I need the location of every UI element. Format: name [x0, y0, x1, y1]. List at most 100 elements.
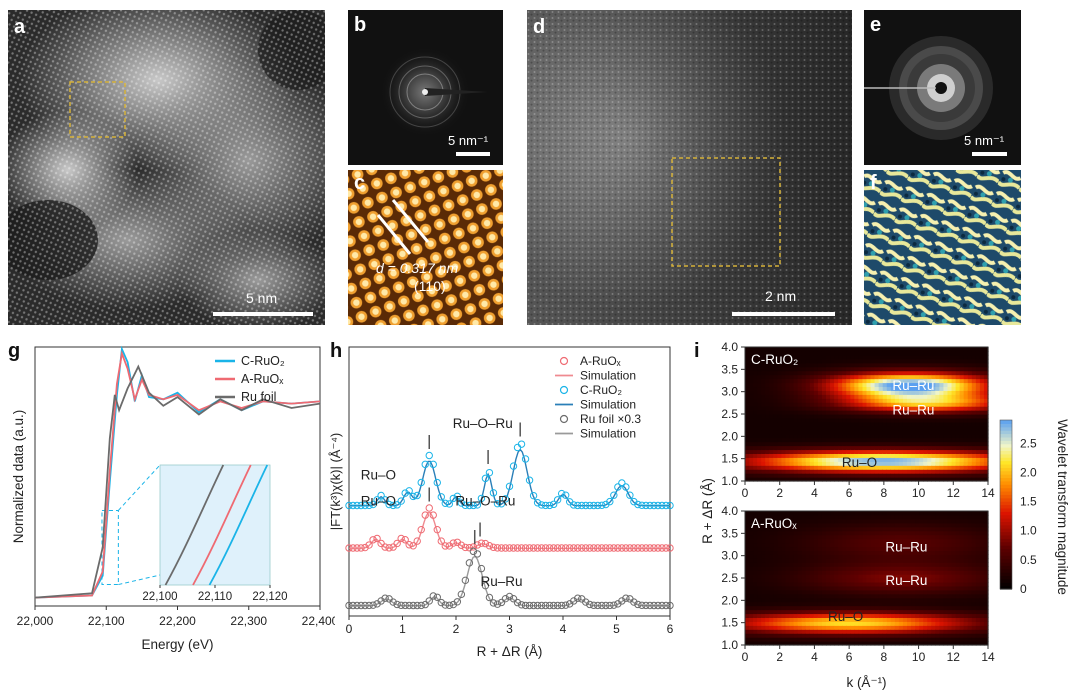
heatmap-cell-i — [749, 522, 754, 528]
x-tick-label-i: 12 — [947, 650, 961, 664]
colorbar-tick-label-i: 2.0 — [1020, 465, 1037, 479]
heatmap-cell-i — [777, 362, 783, 368]
heatmap-cell-i — [809, 637, 815, 642]
heatmap-cell-i — [858, 609, 864, 615]
heatmap-cell-i — [781, 477, 787, 482]
heatmap-cell-i — [947, 445, 953, 451]
heatmap-cell-i — [951, 457, 957, 462]
heatmap-cell-i — [915, 374, 920, 380]
heatmap-cell-i — [890, 453, 896, 458]
heatmap-cell-i — [793, 366, 799, 372]
heatmap-cell-i — [870, 601, 876, 607]
heatmap-cell-i — [777, 637, 783, 642]
heatmap-cell-i — [781, 585, 787, 591]
colorbar-cell-i — [1000, 568, 1012, 573]
heatmap-cell-i — [749, 433, 754, 439]
heatmap-cell-i — [834, 429, 839, 435]
heatmap-cell-i — [817, 530, 823, 536]
heatmap-cell-i — [745, 511, 750, 516]
data-point-h — [437, 537, 445, 545]
heatmap-cell-i — [842, 511, 847, 516]
heatmap-cell-i — [826, 518, 831, 524]
heatmap-cell-i — [801, 441, 807, 447]
heatmap-cell-i — [943, 625, 949, 630]
data-point-h — [505, 592, 514, 601]
heatmap-cell-i — [761, 581, 766, 587]
heatmap-cell-i — [919, 457, 924, 462]
heatmap-cell-i — [979, 453, 985, 458]
heatmap-cell-i — [963, 526, 969, 532]
heatmap-cell-i — [870, 625, 876, 630]
colorbar-cell-i — [1000, 514, 1012, 519]
heatmap-cell-i — [858, 617, 864, 622]
heatmap-cell-i — [878, 613, 884, 619]
heatmap-cell-i — [769, 378, 774, 384]
heatmap-cell-i — [805, 461, 811, 466]
heatmap-cell-i — [809, 441, 815, 447]
heatmap-cell-i — [911, 429, 916, 435]
heatmap-cell-i — [830, 378, 835, 384]
heatmap-cell-i — [830, 469, 835, 474]
heatmap-cell-i — [826, 398, 831, 403]
heatmap-cell-i — [757, 469, 762, 474]
heatmap-cell-i — [947, 585, 953, 591]
heatmap-cell-i — [979, 414, 985, 419]
heatmap-cell-i — [894, 585, 900, 591]
heatmap-cell-i — [979, 578, 985, 583]
heatmap-cell-i — [967, 453, 973, 458]
data-point-h — [602, 601, 610, 610]
heatmap-cell-i — [769, 421, 774, 427]
heatmap-cell-i — [931, 633, 936, 638]
d-spacing-label: d = 0.317 nm — [376, 260, 459, 276]
heatmap-cell-i — [886, 566, 892, 571]
colorbar-cell-i — [1000, 561, 1012, 566]
heatmap-cell-i — [805, 511, 811, 516]
heatmap-cell-i — [963, 641, 969, 646]
heatmap-cell-i — [765, 570, 770, 575]
heatmap-cell-i — [785, 461, 791, 466]
heatmap-cell-i — [890, 514, 896, 520]
heatmap-cell-i — [789, 613, 795, 619]
heatmap-cell-i — [777, 433, 783, 439]
heatmap-cell-i — [817, 534, 823, 540]
heatmap-cell-i — [955, 641, 961, 646]
heatmap-cell-i — [809, 354, 815, 360]
heatmap-cell-i — [927, 457, 932, 462]
heatmap-cell-i — [797, 566, 803, 571]
heatmap-cell-i — [785, 398, 791, 403]
heatmap-cell-i — [809, 445, 815, 451]
heatmap-cell-i — [898, 398, 904, 403]
heatmap-cell-i — [773, 390, 778, 395]
heatmap-cell-i — [793, 534, 799, 540]
colorbar-cell-i — [1000, 558, 1012, 563]
heatmap-cell-i — [882, 366, 888, 372]
heatmap-cell-i — [947, 394, 953, 399]
heatmap-cell-i — [975, 514, 981, 520]
heatmap-cell-i — [745, 414, 750, 419]
heatmap-cell-i — [947, 558, 953, 563]
heatmap-cell-i — [955, 542, 961, 548]
heatmap-cell-i — [805, 354, 811, 360]
data-point-h — [541, 544, 550, 552]
heatmap-cell-i — [793, 625, 799, 630]
heatmap-cell-i — [793, 570, 799, 575]
heatmap-cell-i — [983, 425, 989, 431]
heatmap-cell-i — [951, 542, 957, 548]
heatmap-cell-i — [923, 425, 928, 431]
data-point-h — [385, 544, 393, 552]
heatmap-cell-i — [854, 414, 859, 419]
heatmap-cell-i — [793, 410, 799, 415]
heatmap-cell-i — [805, 429, 811, 435]
heatmap-cell-i — [745, 366, 750, 372]
heatmap-cell-i — [927, 453, 932, 458]
data-point-h — [493, 600, 502, 608]
heatmap-cell-i — [923, 530, 928, 536]
heatmap-cell-i — [894, 414, 900, 419]
heatmap-cell-i — [983, 621, 989, 626]
heatmap-cell-i — [769, 362, 774, 368]
heatmap-cell-i — [838, 526, 843, 532]
heatmap-cell-i — [907, 641, 912, 646]
heatmap-cell-i — [793, 417, 799, 423]
heatmap-cell-i — [931, 605, 936, 611]
heatmap-cell-i — [874, 546, 880, 552]
